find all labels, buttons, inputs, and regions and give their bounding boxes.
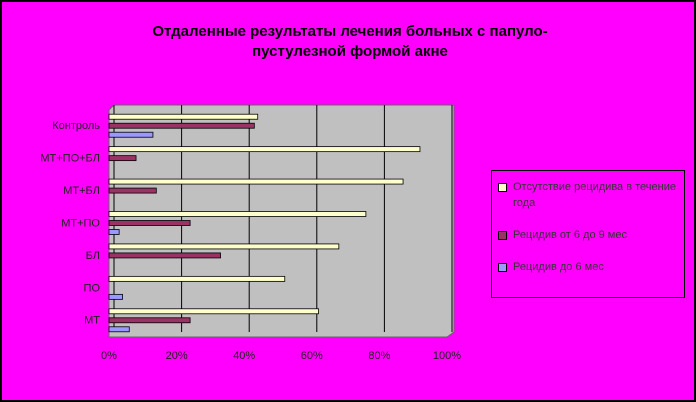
- bar: [108, 317, 191, 324]
- bar: [108, 326, 130, 333]
- y-tick-label: МТ: [84, 315, 100, 327]
- bar: [108, 113, 259, 120]
- y-tick-label: МТ+ПО+БЛ: [40, 153, 100, 165]
- y-tick-label: ПО: [84, 282, 101, 294]
- x-tick-label: 60%: [301, 350, 323, 362]
- bar: [108, 122, 255, 129]
- legend-label: Рецидив от 6 до 9 мес: [513, 229, 627, 241]
- legend-item: Рецидив до 6 мес: [498, 259, 678, 275]
- bar: [108, 243, 340, 250]
- x-tick-label: 100%: [433, 350, 461, 362]
- bar: [108, 220, 191, 226]
- legend-swatch: [498, 183, 507, 192]
- bar: [108, 211, 367, 217]
- chart-title: Отдаленные результаты лечения больных с …: [152, 23, 547, 40]
- bar: [108, 155, 137, 162]
- legend-swatch: [498, 263, 507, 272]
- legend-label: Отсутствие рецидива в течение года: [513, 181, 676, 209]
- y-tick-label: Контроль: [52, 120, 100, 132]
- bar: [108, 178, 404, 185]
- x-tick-label: 80%: [368, 350, 390, 362]
- y-tick-label: БЛ: [86, 250, 100, 262]
- legend-item: Отсутствие рецидива в течение года: [498, 179, 678, 211]
- bar: [108, 308, 319, 315]
- x-tick-label: 0%: [101, 350, 117, 362]
- bar: [108, 293, 123, 300]
- y-tick-label: МТ+ПО: [61, 217, 100, 229]
- legend-swatch: [498, 231, 507, 240]
- bar: [108, 275, 286, 282]
- legend-item: Рецидив от 6 до 9 мес: [498, 227, 678, 243]
- bar: [108, 229, 120, 235]
- x-tick-label: 40%: [233, 350, 255, 362]
- legend-label: Рецидив до 6 мес: [513, 261, 604, 273]
- bar: [108, 252, 221, 259]
- legend: Отсутствие рецидива в течение года Рециди…: [491, 170, 685, 298]
- bar: [108, 131, 154, 138]
- x-tick-label: 20%: [166, 350, 188, 362]
- bar: [108, 187, 157, 194]
- bar: [108, 146, 421, 153]
- y-tick-label: МТ+БЛ: [63, 185, 100, 197]
- chart-title: пустулезной формой акне: [252, 43, 448, 60]
